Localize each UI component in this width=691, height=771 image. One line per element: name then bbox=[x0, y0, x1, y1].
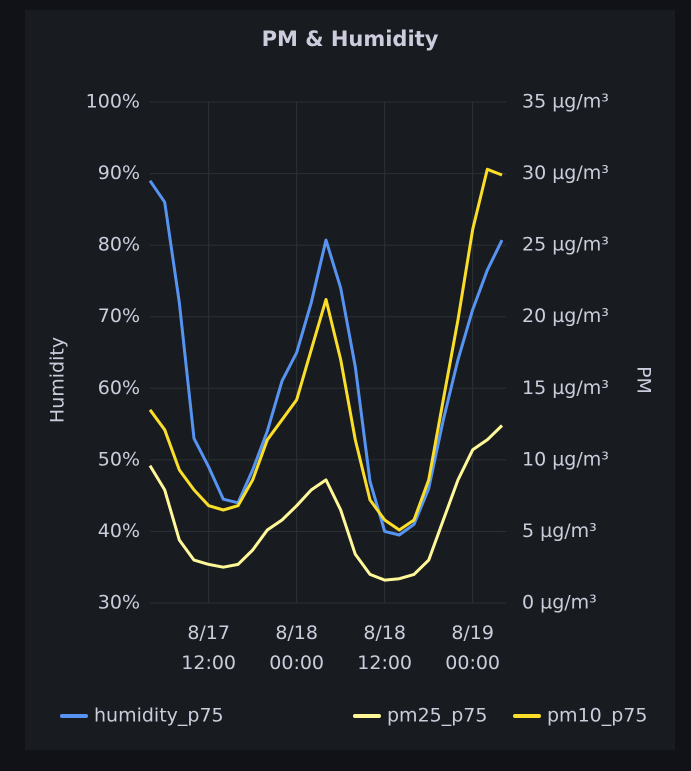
x-tick-label: 8/19 00:00 bbox=[445, 622, 501, 674]
series-line bbox=[148, 167, 503, 532]
y-tick-label: 50% bbox=[98, 448, 140, 470]
chart-title: PM & Humidity bbox=[262, 27, 439, 51]
legend-label: pm10_p75 bbox=[547, 705, 647, 727]
y-tick-label: 60% bbox=[98, 377, 140, 399]
x-tick-label: 8/17 12:00 bbox=[181, 622, 237, 674]
y2-tick-label: 35 µg/m³ bbox=[522, 91, 609, 113]
legend-label: pm25_p75 bbox=[387, 705, 487, 727]
legend-label: humidity_p75 bbox=[94, 705, 224, 727]
y2-tick-label: 0 µg/m³ bbox=[522, 592, 597, 614]
y2-axis-label: PM bbox=[633, 366, 655, 394]
y-tick-label: 70% bbox=[98, 305, 140, 327]
y-tick-label: 100% bbox=[86, 91, 140, 113]
y2-tick-label: 25 µg/m³ bbox=[522, 234, 609, 256]
y2-tick-label: 15 µg/m³ bbox=[522, 377, 609, 399]
y-tick-label: 80% bbox=[98, 234, 140, 256]
y-tick-label: 90% bbox=[98, 162, 140, 184]
x-tick-label: 8/18 12:00 bbox=[357, 622, 413, 674]
y2-tick-label: 5 µg/m³ bbox=[522, 520, 597, 542]
y-axis-label: Humidity bbox=[47, 337, 69, 423]
y-tick-label: 30% bbox=[98, 592, 140, 614]
series-line bbox=[148, 179, 504, 537]
series-line bbox=[148, 424, 504, 582]
y2-tick-label: 30 µg/m³ bbox=[522, 162, 609, 184]
y2-tick-label: 20 µg/m³ bbox=[522, 305, 609, 327]
y2-tick-label: 10 µg/m³ bbox=[522, 448, 609, 470]
x-tick-label: 8/18 00:00 bbox=[269, 622, 325, 674]
y-tick-label: 40% bbox=[98, 520, 140, 542]
panel bbox=[25, 10, 675, 750]
